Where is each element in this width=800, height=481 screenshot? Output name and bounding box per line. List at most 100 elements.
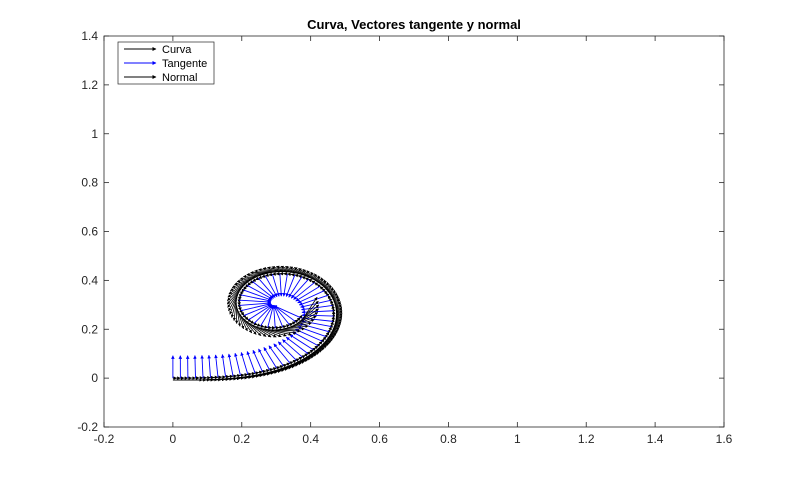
curva-arrow xyxy=(320,338,325,343)
tangente-arrow xyxy=(273,305,296,323)
curva-arrow xyxy=(292,359,297,364)
tangente-arrow xyxy=(279,273,283,297)
y-tick-label: 1 xyxy=(91,127,98,141)
tangente-arrow xyxy=(253,304,273,324)
tangente-arrow xyxy=(221,354,227,377)
curva-arrow xyxy=(265,369,270,373)
y-tick-label: 0.2 xyxy=(81,322,98,336)
tangente-arrow xyxy=(240,302,272,312)
x-tick-label: 1.4 xyxy=(647,432,664,446)
y-tick-label: 0 xyxy=(91,371,98,385)
curva-arrow xyxy=(331,305,336,309)
tangente-arrow xyxy=(252,349,263,372)
tangente-arrow xyxy=(239,299,272,304)
curva-arrow xyxy=(261,274,266,278)
curva-arrow xyxy=(291,321,296,325)
curva-arrow xyxy=(301,276,306,280)
curva-arrow xyxy=(316,284,321,288)
x-tick-label: 0.2 xyxy=(233,432,250,446)
tangente-arrow xyxy=(234,352,241,376)
curva-arrow xyxy=(285,324,290,328)
tangente-arrow xyxy=(240,294,272,303)
tangente-arrow xyxy=(301,310,334,314)
tangente-arrow xyxy=(300,319,332,328)
curva-arrow xyxy=(294,273,299,278)
tangente-arrow xyxy=(285,336,309,354)
legend-entry-curva: Curva xyxy=(124,44,192,56)
curva-arrow xyxy=(241,288,246,293)
curva-arrow xyxy=(250,320,255,324)
curva-arrow xyxy=(289,322,294,327)
curva-arrow xyxy=(290,273,295,277)
curva-arrow xyxy=(308,278,313,283)
tangente-arrow xyxy=(273,343,291,364)
curva-arrow xyxy=(253,321,258,326)
curva-arrow xyxy=(238,306,242,312)
curva-arrow xyxy=(298,356,303,361)
curva-arrow xyxy=(255,371,260,375)
tangente-arrow xyxy=(295,286,321,302)
legend-label-tangente: Tangente xyxy=(162,58,207,70)
tangente-arrow xyxy=(293,282,315,300)
curva-arrow xyxy=(260,324,265,328)
curva-arrow xyxy=(329,323,333,328)
x-tick-label: 0.4 xyxy=(302,432,319,446)
tangente-arrow xyxy=(267,305,275,328)
curva-arrow xyxy=(272,367,277,371)
tangente-arrow xyxy=(239,301,272,306)
curva-arrow xyxy=(283,363,288,368)
tangente-arrow xyxy=(243,303,272,316)
tangente-arrow xyxy=(240,352,249,375)
legend-label-curva: Curva xyxy=(162,44,192,56)
tangente-arrow xyxy=(227,353,234,377)
curva-arrow xyxy=(312,347,316,352)
y-axis: -0.2 0 0.2 0.4 0.6 0.8 1 1.2 1.4 xyxy=(77,29,724,434)
curva-arrow xyxy=(240,311,245,316)
legend-entry-normal: Normal xyxy=(124,72,197,84)
curva-arrow xyxy=(269,368,274,372)
x-tick-label: 1.2 xyxy=(578,432,595,446)
tangente-arrow xyxy=(200,355,204,378)
x-tick-label: -0.2 xyxy=(94,432,115,446)
curva-arrow xyxy=(249,280,254,284)
y-tick-label: 0.8 xyxy=(81,176,98,190)
curva-arrow xyxy=(323,290,328,295)
tangente-arrow xyxy=(297,325,327,338)
tangente-arrow xyxy=(193,355,197,379)
tangente-arrow xyxy=(252,281,274,299)
curva-arrow xyxy=(244,284,249,288)
curva-arrow xyxy=(311,280,316,285)
tangente-arrow xyxy=(246,351,256,374)
tangente-arrow xyxy=(282,339,303,358)
curva-arrow xyxy=(278,325,284,330)
tangente-arrow xyxy=(272,305,276,328)
y-tick-label: -0.2 xyxy=(77,420,98,434)
tangente-arrow xyxy=(299,322,330,333)
tangente-arrow xyxy=(277,341,297,361)
tangente-arrow xyxy=(214,354,219,378)
x-tick-label: 1.6 xyxy=(716,432,733,446)
series-normal xyxy=(172,265,343,382)
curva-arrow xyxy=(309,349,314,354)
y-tick-label: 1.4 xyxy=(81,29,98,43)
curva-arrow xyxy=(298,314,303,319)
y-tick-label: 0.4 xyxy=(81,273,98,287)
tangente-arrow xyxy=(268,345,284,367)
curva-arrow xyxy=(304,353,309,357)
tangente-arrow xyxy=(263,347,277,369)
normal-arrow xyxy=(304,296,318,317)
curva-arrow xyxy=(306,351,311,356)
curva-arrow xyxy=(289,361,294,365)
curva-arrow xyxy=(264,273,269,277)
curva-arrow xyxy=(279,365,284,369)
tangente-arrow xyxy=(247,285,273,300)
curva-arrow xyxy=(327,295,332,300)
tangente-arrow xyxy=(288,276,303,298)
curva-arrow xyxy=(239,293,243,298)
curva-arrow xyxy=(244,316,249,321)
curva-arrow xyxy=(251,371,256,376)
tangente-arrow xyxy=(298,294,329,306)
curva-arrow xyxy=(314,282,319,286)
tangente-arrow xyxy=(258,348,270,371)
curva-arrow xyxy=(255,276,260,281)
